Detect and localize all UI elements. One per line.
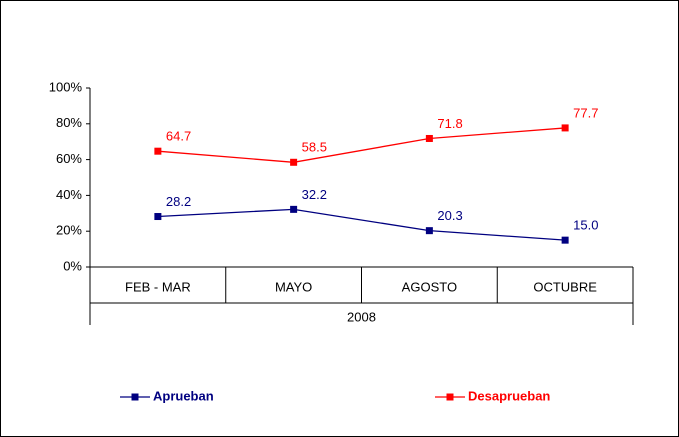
y-tick-label: 40% (56, 187, 82, 202)
y-tick-label: 20% (56, 223, 82, 238)
data-label: 71.8 (437, 116, 462, 131)
legend-marker (446, 393, 454, 401)
series-line (157, 208, 566, 241)
x-tick-label: MAYO (275, 279, 312, 294)
point-marker (154, 213, 162, 221)
x-tick-label: AGOSTO (402, 279, 457, 294)
y-tick-label: 80% (56, 115, 82, 130)
point-marker (425, 134, 433, 142)
data-label: 15.0 (573, 218, 598, 233)
point-marker (290, 158, 298, 166)
point-marker (561, 124, 569, 132)
y-tick-label: 100% (49, 79, 83, 94)
x-tick-label: FEB - MAR (125, 279, 191, 294)
legend-label: Aprueban (153, 388, 214, 403)
point-marker (154, 147, 162, 155)
legend-marker (131, 393, 139, 401)
y-tick-label: 0% (63, 258, 82, 273)
data-label: 32.2 (302, 187, 327, 202)
series-line (157, 127, 566, 163)
data-label: 28.2 (166, 194, 191, 209)
point-marker (425, 227, 433, 235)
data-label: 20.3 (437, 208, 462, 223)
point-marker (561, 236, 569, 244)
x-tick-label: OCTUBRE (533, 279, 597, 294)
legend-label: Desaprueban (468, 388, 550, 403)
point-marker (290, 205, 298, 213)
x-group-label: 2008 (347, 309, 376, 324)
data-label: 58.5 (302, 140, 327, 155)
y-tick-label: 60% (56, 151, 82, 166)
data-label: 77.7 (573, 105, 598, 120)
data-label: 64.7 (166, 129, 191, 144)
